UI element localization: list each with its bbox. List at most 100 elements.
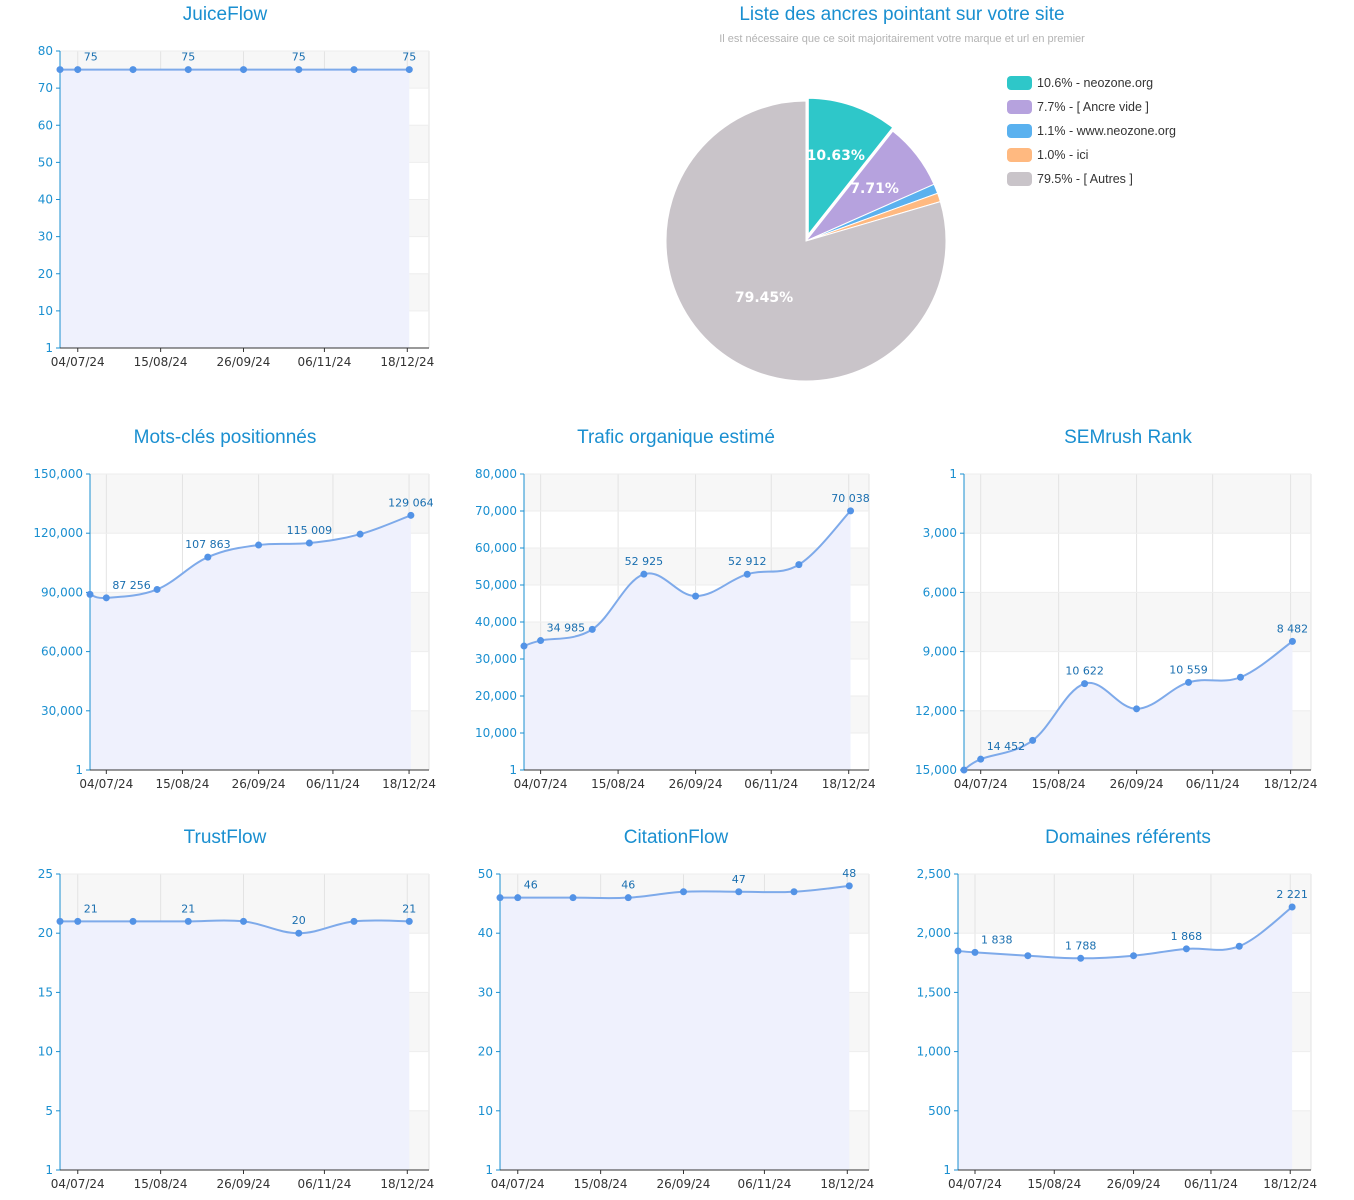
y-tick-label: 9,000 — [923, 645, 957, 659]
x-tick-label: 06/11/24 — [1184, 1177, 1238, 1191]
data-point[interactable] — [56, 917, 64, 925]
data-point[interactable] — [184, 917, 192, 925]
chart-svg[interactable]: 1 500 1,000 1,500 2,000 2,500 04/07/24 15/08/24… — [902, 820, 1354, 1195]
data-point[interactable] — [847, 507, 855, 515]
grid-band — [964, 474, 1311, 534]
data-point[interactable] — [350, 917, 358, 925]
legend-label: 1.0% - ici — [1037, 148, 1089, 162]
data-point[interactable] — [1182, 945, 1190, 953]
data-point[interactable] — [624, 894, 632, 902]
chart-svg[interactable]: 1 30,000 60,000 90,000 120,000 150,000 04/07/2… — [0, 420, 450, 800]
data-point[interactable] — [1133, 705, 1141, 713]
data-point[interactable] — [1236, 673, 1244, 681]
data-point[interactable] — [569, 894, 577, 902]
x-tick-label: 04/07/24 — [491, 1177, 545, 1191]
series-area — [60, 920, 410, 1170]
data-point[interactable] — [356, 530, 364, 538]
chart-svg[interactable]: 1 10 20 30 40 50 60 70 80 04/07/24 15/08/24 26/09/2… — [0, 0, 450, 385]
data-point[interactable] — [102, 594, 110, 602]
data-point[interactable] — [1029, 736, 1037, 744]
legend-item-ancre-vide[interactable]: 7.7% - [ Ancre vide ] — [1007, 95, 1176, 119]
data-point[interactable] — [735, 888, 743, 896]
data-point[interactable] — [971, 948, 979, 956]
data-point[interactable] — [790, 888, 798, 896]
data-point[interactable] — [977, 755, 985, 763]
data-point[interactable] — [692, 592, 700, 600]
y-tick-label: 25 — [38, 867, 53, 881]
x-tick-label: 06/11/24 — [306, 777, 360, 791]
data-point[interactable] — [795, 561, 803, 569]
data-point[interactable] — [295, 66, 303, 74]
data-point[interactable] — [407, 511, 415, 519]
x-tick-label: 06/11/24 — [297, 355, 351, 369]
legend-item-autres[interactable]: 79.5% - [ Autres ] — [1007, 167, 1176, 191]
y-tick-label: 30,000 — [475, 652, 517, 666]
data-point[interactable] — [1024, 952, 1032, 960]
legend-item-ici[interactable]: 1.0% - ici — [1007, 143, 1176, 167]
data-point[interactable] — [496, 894, 504, 902]
data-label: 10 622 — [1065, 665, 1104, 678]
pie-slice[interactable] — [805, 95, 897, 242]
data-point[interactable] — [640, 570, 648, 578]
data-point[interactable] — [305, 539, 313, 547]
data-point[interactable] — [129, 66, 137, 74]
data-point[interactable] — [204, 553, 212, 561]
data-label: 34 985 — [547, 622, 586, 635]
data-point[interactable] — [954, 947, 962, 955]
chart-svg[interactable]: 1 10,000 20,000 30,000 40,000 50,000 60,000 70,… — [450, 420, 902, 800]
chart-title: TrustFlow — [183, 827, 267, 848]
data-point[interactable] — [74, 917, 82, 925]
x-tick-label: 06/11/24 — [744, 777, 798, 791]
data-point[interactable] — [514, 894, 522, 902]
data-point[interactable] — [1130, 952, 1138, 960]
legend-item-www-neozone[interactable]: 1.1% - www.neozone.org — [1007, 119, 1176, 143]
data-label: 52 912 — [728, 555, 767, 568]
data-point[interactable] — [537, 637, 545, 645]
y-tick-label: 12,000 — [915, 704, 957, 718]
data-point[interactable] — [240, 66, 248, 74]
data-point[interactable] — [240, 917, 248, 925]
data-point[interactable] — [405, 66, 413, 74]
data-point[interactable] — [255, 541, 263, 549]
data-point[interactable] — [845, 882, 853, 890]
data-point[interactable] — [74, 66, 82, 74]
data-label: 48 — [842, 867, 856, 880]
legend-item-neozone[interactable]: 10.6% - neozone.org — [1007, 71, 1176, 95]
x-tick-label: 26/09/24 — [1107, 1177, 1161, 1191]
data-point[interactable] — [1288, 637, 1296, 645]
data-point[interactable] — [520, 642, 528, 650]
data-point[interactable] — [1288, 903, 1296, 911]
chart-citationflow: CitationFlow 1 10 20 30 40 50 04/07/24 15/08/24… — [450, 820, 902, 1195]
data-point[interactable] — [960, 766, 968, 774]
x-tick-label: 04/07/24 — [514, 777, 568, 791]
data-point[interactable] — [56, 66, 64, 74]
data-point[interactable] — [184, 66, 192, 74]
pie-svg[interactable]: 10.63% 7.71% 79.45% — [450, 0, 1354, 400]
data-point[interactable] — [588, 625, 596, 633]
data-point[interactable] — [86, 590, 94, 598]
data-point[interactable] — [1235, 942, 1243, 950]
data-label: 21 — [402, 902, 416, 915]
data-point[interactable] — [1185, 678, 1193, 686]
data-point[interactable] — [680, 888, 688, 896]
data-point[interactable] — [743, 570, 751, 578]
chart-svg[interactable]: 1 10 20 30 40 50 04/07/24 15/08/24 26/09/24 06/11… — [450, 820, 902, 1195]
x-tick-label: 15/08/24 — [156, 777, 210, 791]
data-point[interactable] — [153, 585, 161, 593]
data-point[interactable] — [1077, 954, 1085, 962]
pie-slice[interactable] — [665, 100, 947, 382]
y-tick-label: 5 — [45, 1104, 53, 1118]
x-tick-label: 06/11/24 — [297, 1177, 351, 1191]
x-tick-label: 26/09/24 — [217, 1177, 271, 1191]
data-point[interactable] — [405, 917, 413, 925]
data-point[interactable] — [1081, 680, 1089, 688]
series-area — [90, 515, 411, 770]
data-point[interactable] — [350, 66, 358, 74]
data-point[interactable] — [129, 917, 137, 925]
y-tick-label: 90,000 — [41, 585, 83, 599]
y-tick-label: 1 — [949, 467, 957, 481]
x-tick-label: 15/08/24 — [591, 777, 645, 791]
data-point[interactable] — [295, 929, 303, 937]
